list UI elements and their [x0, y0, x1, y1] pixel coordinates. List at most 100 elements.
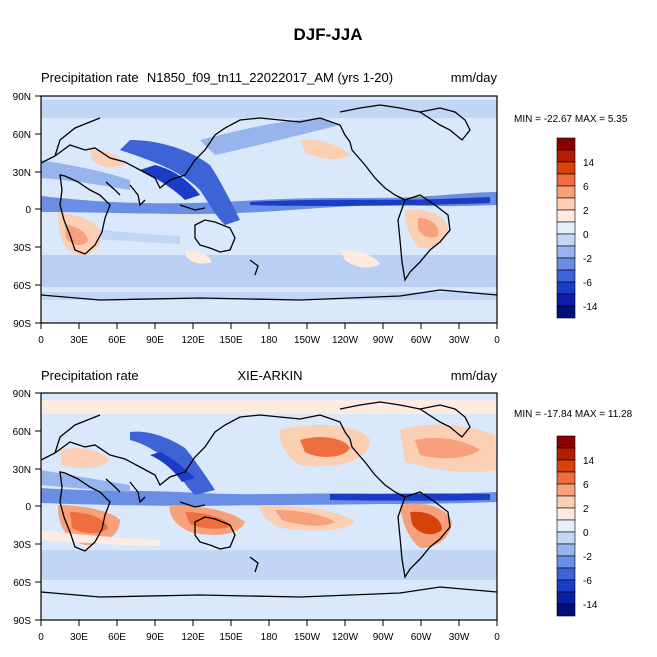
figure-title: DJF-JJA [294, 25, 363, 44]
colorbar-1-swatch [556, 281, 576, 295]
colorbar-1-label: 14 [583, 158, 595, 169]
colorbar-2-swatch [556, 543, 576, 557]
colorbar-2-label: 14 [583, 456, 595, 467]
panel-1-min-max: MIN = -22.67 MAX = 5.35 [514, 114, 628, 125]
panel-2-x-tick: 60W [411, 632, 432, 643]
panel-2-y-tick: 30N [13, 465, 31, 476]
panel-1-colorbar: 14 6 2 0 -2 -6 -14 [556, 137, 598, 319]
colorbar-2-swatch [556, 579, 576, 593]
colorbar-1-swatch [556, 149, 576, 163]
colorbar-1-swatch [556, 221, 576, 235]
colorbar-2-swatch [556, 519, 576, 533]
colorbar-1-swatch [556, 305, 576, 319]
colorbar-2-label: 6 [583, 480, 589, 491]
panel-observations: Precipitation rate XIE-ARKIN mm/day [13, 368, 633, 643]
panel-1-x-tick: 60E [108, 335, 126, 346]
panel-2-x-tick: 120W [332, 632, 359, 643]
colorbar-2-swatch [556, 531, 576, 545]
panel-1-x-tick: 180 [261, 335, 278, 346]
panel-2-field [41, 393, 497, 620]
panel-1-y-axis: 90N 60N 30N 0 30S 60S 90S [13, 92, 41, 330]
colorbar-2-swatch [556, 447, 576, 461]
colorbar-1-label: -14 [583, 302, 598, 313]
panel-1-y-tick: 90S [13, 319, 31, 330]
colorbar-1-label: -2 [583, 254, 592, 265]
panel-1-x-tick: 90W [373, 335, 394, 346]
panel-2-coastlines [41, 401, 497, 598]
colorbar-2-swatch [556, 459, 576, 473]
panel-2-left-title: Precipitation rate [41, 368, 139, 383]
colorbar-2-swatch [556, 483, 576, 497]
panel-1-x-tick: 30W [449, 335, 470, 346]
panel-1-y-tick: 30N [13, 168, 31, 179]
panel-2-x-tick: 0 [38, 632, 44, 643]
colorbar-1-label: -6 [583, 278, 592, 289]
panel-2-center-title: XIE-ARKIN [237, 368, 302, 383]
colorbar-2-swatch [556, 603, 576, 617]
panel-1-y-tick: 60N [13, 130, 31, 141]
panel-1-center-title: N1850_f09_tn11_22022017_AM (yrs 1-20) [147, 70, 393, 85]
colorbar-1-swatch [556, 137, 576, 151]
panel-1-y-tick: 90N [13, 92, 31, 103]
panel-1-y-tick: 30S [13, 243, 31, 254]
panel-2-units: mm/day [451, 368, 498, 383]
panel-2-y-tick: 90N [13, 389, 31, 400]
panel-1-x-tick: 120W [332, 335, 359, 346]
colorbar-1-label: 0 [583, 230, 589, 241]
panel-2-x-tick: 90W [373, 632, 394, 643]
panel-1-field [41, 96, 497, 323]
colorbar-1-swatch [556, 293, 576, 307]
colorbar-1-label: 2 [583, 206, 589, 217]
panel-2-x-tick: 120E [181, 632, 205, 643]
panel-model: Precipitation rate N1850_f09_tn11_220220… [13, 70, 628, 346]
colorbar-1-swatch [556, 185, 576, 199]
colorbar-1-swatch [556, 173, 576, 187]
colorbar-2-swatch [556, 435, 576, 449]
colorbar-2-swatch [556, 591, 576, 605]
colorbar-1-swatch [556, 233, 576, 247]
panel-2-y-axis: 90N 60N 30N 0 30S 60S 90S [13, 389, 41, 627]
panel-2-y-tick: 90S [13, 616, 31, 627]
panel-1-x-tick: 150E [219, 335, 243, 346]
panel-1-x-tick: 60W [411, 335, 432, 346]
colorbar-2-swatch [556, 567, 576, 581]
panel-2-x-tick: 150W [294, 632, 321, 643]
panel-1-x-tick: 90E [146, 335, 164, 346]
colorbar-2-swatch [556, 471, 576, 485]
panel-2-x-tick: 30W [449, 632, 470, 643]
panel-1-x-tick: 30E [70, 335, 88, 346]
colorbar-2-label: -14 [583, 600, 598, 611]
panel-1-x-tick: 120E [181, 335, 205, 346]
panel-2-x-axis: 0 30E 60E 90E 120E 150E 180 150W 120W 90… [38, 620, 500, 643]
panel-1-x-axis: 0 30E 60E 90E 120E 150E 180 150W 120W 90… [38, 323, 500, 346]
colorbar-2-swatch [556, 555, 576, 569]
colorbar-1-swatch [556, 209, 576, 223]
colorbar-1-swatch [556, 257, 576, 271]
colorbar-2-label: 2 [583, 504, 589, 515]
panel-1-x-tick: 0 [38, 335, 44, 346]
panel-2-y-tick: 60S [13, 578, 31, 589]
colorbar-1-swatch [556, 269, 576, 283]
panel-2-colorbar: 14 6 2 0 -2 -6 -14 [556, 435, 598, 617]
panel-1-x-tick: 150W [294, 335, 321, 346]
panel-1-y-tick: 60S [13, 281, 31, 292]
panel-2-y-tick: 0 [25, 502, 31, 513]
panel-2-y-tick: 60N [13, 427, 31, 438]
panel-2-x-tick: 150E [219, 632, 243, 643]
panel-2-x-tick: 180 [261, 632, 278, 643]
panel-1-coastlines [41, 104, 497, 301]
panel-2-y-tick: 30S [13, 540, 31, 551]
colorbar-2-swatch [556, 495, 576, 509]
panel-1-units: mm/day [451, 70, 498, 85]
panel-2-x-tick: 30E [70, 632, 88, 643]
colorbar-2-label: 0 [583, 528, 589, 539]
colorbar-1-swatch [556, 161, 576, 175]
colorbar-2-label: -6 [583, 576, 592, 587]
panel-2-min-max: MIN = -17.84 MAX = 11.28 [514, 409, 633, 420]
panel-2-x-tick: 0 [494, 632, 500, 643]
panel-2-x-tick: 60E [108, 632, 126, 643]
panel-1-x-tick: 0 [494, 335, 500, 346]
panel-1-y-tick: 0 [25, 205, 31, 216]
colorbar-2-swatch [556, 507, 576, 521]
